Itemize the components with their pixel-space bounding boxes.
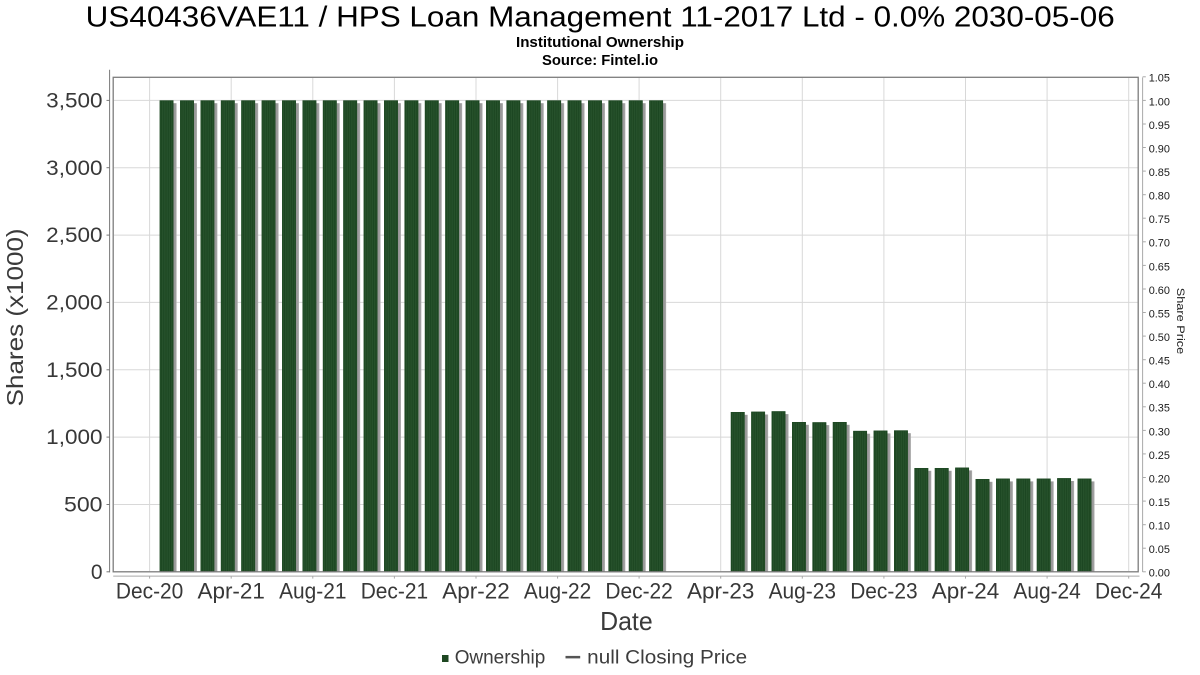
svg-text:1,000: 1,000 [46, 426, 102, 449]
svg-text:0.95: 0.95 [1149, 120, 1170, 132]
svg-text:Source: Fintel.io: Source: Fintel.io [542, 53, 658, 69]
svg-text:Dec-22: Dec-22 [605, 579, 672, 604]
svg-text:Aug-22: Aug-22 [524, 579, 591, 604]
svg-text:0.30: 0.30 [1149, 426, 1170, 438]
svg-text:0.05: 0.05 [1149, 544, 1170, 556]
svg-text:Apr-24: Apr-24 [932, 579, 999, 604]
svg-text:Dec-21: Dec-21 [361, 579, 428, 604]
svg-text:0.80: 0.80 [1149, 191, 1170, 203]
svg-text:2,000: 2,000 [46, 292, 102, 315]
svg-text:0.15: 0.15 [1149, 497, 1170, 509]
svg-text:null Closing Price: null Closing Price [587, 648, 747, 669]
svg-text:Ownership: Ownership [455, 648, 546, 669]
svg-text:500: 500 [64, 494, 103, 517]
svg-text:Dec-20: Dec-20 [116, 579, 183, 604]
svg-text:Dec-24: Dec-24 [1095, 579, 1162, 604]
svg-text:1.05: 1.05 [1149, 73, 1170, 85]
svg-text:Aug-24: Aug-24 [1013, 579, 1080, 604]
svg-text:Apr-22: Apr-22 [442, 579, 509, 604]
svg-text:0.35: 0.35 [1149, 403, 1170, 415]
svg-text:2,500: 2,500 [46, 224, 102, 247]
svg-text:0.60: 0.60 [1149, 285, 1170, 297]
svg-text:0.10: 0.10 [1149, 521, 1170, 533]
svg-text:1,500: 1,500 [46, 359, 102, 382]
svg-text:Institutional Ownership: Institutional Ownership [516, 35, 684, 51]
svg-text:Apr-23: Apr-23 [687, 579, 754, 604]
svg-text:0: 0 [91, 561, 103, 584]
svg-text:US40436VAE11 / HPS Loan Manage: US40436VAE11 / HPS Loan Management 11-20… [86, 2, 1115, 34]
svg-text:Dec-23: Dec-23 [850, 579, 917, 604]
svg-text:0.85: 0.85 [1149, 167, 1170, 179]
svg-text:0.40: 0.40 [1149, 379, 1170, 391]
svg-text:Apr-21: Apr-21 [198, 579, 265, 604]
svg-text:Date: Date [600, 606, 653, 636]
svg-text:0.50: 0.50 [1149, 332, 1170, 344]
svg-text:3,500: 3,500 [46, 90, 102, 113]
svg-text:0.70: 0.70 [1149, 238, 1170, 250]
svg-text:0.20: 0.20 [1149, 473, 1170, 485]
svg-text:0.55: 0.55 [1149, 308, 1170, 320]
svg-text:Share Price: Share Price [1174, 288, 1186, 355]
svg-text:0.65: 0.65 [1149, 261, 1170, 273]
svg-text:0.90: 0.90 [1149, 143, 1170, 155]
svg-text:3,000: 3,000 [46, 157, 102, 180]
svg-text:0.25: 0.25 [1149, 450, 1170, 462]
svg-text:1.00: 1.00 [1149, 96, 1170, 108]
svg-text:0.45: 0.45 [1149, 356, 1170, 368]
svg-text:Shares (x1000): Shares (x1000) [2, 228, 28, 406]
svg-text:0.00: 0.00 [1149, 568, 1170, 580]
svg-text:Aug-21: Aug-21 [279, 579, 346, 604]
svg-text:0.75: 0.75 [1149, 214, 1170, 226]
svg-text:Aug-23: Aug-23 [769, 579, 836, 604]
